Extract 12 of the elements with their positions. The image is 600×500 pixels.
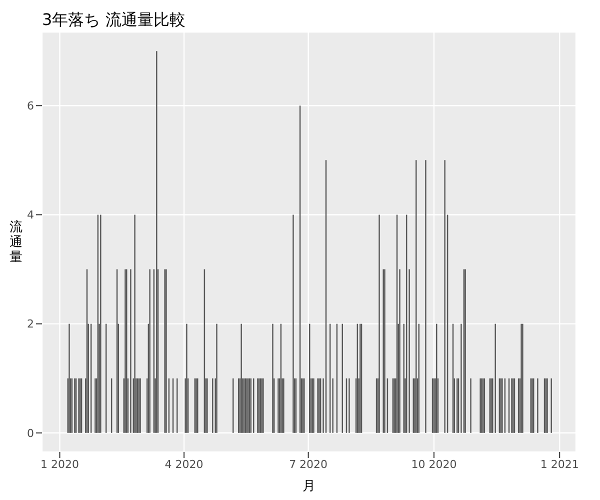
y-tick-label: 6 (27, 100, 34, 113)
y-tick-label: 2 (27, 318, 34, 331)
x-tick-label: 10 2020 (411, 458, 457, 471)
x-tick-label: 1 2020 (40, 458, 80, 471)
y-axis-title: 流通量 (8, 220, 24, 265)
x-tick-label: 7 2020 (289, 458, 328, 471)
chart-title: 3年落ち 流通量比較 (42, 10, 186, 31)
y-tick-label: 4 (27, 208, 34, 222)
x-axis-title: 月 (302, 479, 316, 494)
x-tick-label: 1 2021 (540, 458, 579, 471)
x-tick-label: 4 2020 (164, 458, 204, 471)
y-tick-label: 0 (27, 426, 34, 440)
